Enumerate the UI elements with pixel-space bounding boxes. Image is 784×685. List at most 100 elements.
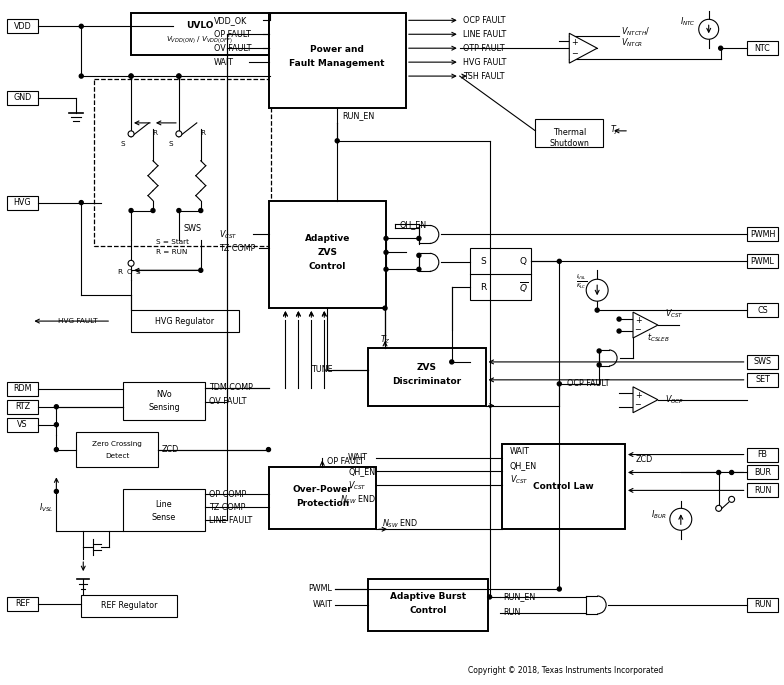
Circle shape: [384, 236, 388, 240]
Circle shape: [417, 267, 421, 271]
Bar: [123, 489, 205, 532]
Text: Protection: Protection: [296, 499, 349, 508]
Text: Sensing: Sensing: [148, 403, 180, 412]
Text: TZ COMP: TZ COMP: [209, 503, 245, 512]
Text: LINE FAULT: LINE FAULT: [209, 516, 252, 525]
Text: OP FAULT: OP FAULT: [214, 29, 251, 39]
Text: OCP FAULT: OCP FAULT: [463, 16, 505, 25]
Text: OP COMP: OP COMP: [209, 490, 246, 499]
Text: SWS: SWS: [183, 224, 201, 233]
Text: Discriminator: Discriminator: [392, 377, 462, 386]
Circle shape: [586, 279, 608, 301]
Text: RUN_EN: RUN_EN: [342, 112, 375, 121]
Text: $t_{CSLEB}$: $t_{CSLEB}$: [647, 332, 670, 345]
Text: OV FAULT: OV FAULT: [209, 397, 246, 406]
Circle shape: [557, 382, 561, 386]
Text: Detect: Detect: [105, 453, 129, 458]
Bar: [746, 373, 779, 387]
Circle shape: [128, 260, 134, 266]
Text: Sense: Sense: [152, 513, 176, 522]
Text: ZCD: ZCD: [636, 455, 653, 464]
Text: Control: Control: [409, 606, 447, 615]
Bar: [746, 41, 779, 55]
Text: WAIT: WAIT: [510, 447, 529, 456]
Bar: [268, 13, 406, 108]
Text: VDD_OK: VDD_OK: [214, 16, 247, 25]
Bar: [470, 249, 532, 300]
Text: PWML: PWML: [750, 257, 775, 266]
Bar: [746, 484, 779, 497]
Circle shape: [617, 317, 621, 321]
Text: $V_{VDD(ON)}$ / $V_{VDD(OFF)}$: $V_{VDD(ON)}$ / $V_{VDD(OFF)}$: [166, 34, 233, 45]
Text: S: S: [481, 257, 487, 266]
Text: S: S: [121, 141, 125, 147]
Circle shape: [54, 423, 58, 427]
Circle shape: [597, 349, 601, 353]
Circle shape: [728, 497, 735, 502]
Bar: [76, 432, 158, 467]
Text: OTP FAULT: OTP FAULT: [463, 44, 504, 53]
Circle shape: [730, 471, 734, 475]
Text: TDM COMP: TDM COMP: [209, 384, 252, 393]
Text: $V_{CST}$: $V_{CST}$: [510, 473, 528, 486]
Bar: [6, 91, 38, 105]
Bar: [6, 19, 38, 34]
Circle shape: [54, 405, 58, 409]
Bar: [746, 466, 779, 479]
Circle shape: [450, 360, 454, 364]
Circle shape: [128, 131, 134, 137]
Text: RUN: RUN: [503, 608, 521, 617]
Text: $V_{NTCR}$: $V_{NTCR}$: [621, 37, 644, 49]
Text: $T_Z$: $T_Z$: [379, 334, 390, 346]
Text: PWMH: PWMH: [750, 230, 775, 239]
Text: Shutdown: Shutdown: [550, 139, 590, 149]
Bar: [746, 254, 779, 269]
Text: RUN: RUN: [753, 486, 771, 495]
Text: Adaptive Burst: Adaptive Burst: [390, 593, 466, 601]
Text: $N_{SW}$ END: $N_{SW}$ END: [340, 493, 376, 506]
Text: PWML: PWML: [308, 584, 332, 593]
Circle shape: [199, 208, 203, 212]
Text: VS: VS: [17, 420, 27, 429]
Text: RTZ: RTZ: [15, 402, 30, 411]
Circle shape: [267, 447, 270, 451]
Circle shape: [716, 506, 721, 511]
Text: $I_{NTC}$: $I_{NTC}$: [680, 15, 695, 27]
Text: $I_{VSL}$: $I_{VSL}$: [39, 501, 54, 514]
Text: Power and: Power and: [310, 45, 364, 53]
Bar: [268, 467, 376, 530]
Text: $V_{NTCTH}/$: $V_{NTCTH}/$: [621, 25, 651, 38]
Text: VDD: VDD: [13, 22, 31, 31]
Text: S: S: [136, 269, 140, 275]
Circle shape: [417, 236, 421, 240]
Text: ZCD: ZCD: [162, 445, 180, 454]
Text: −: −: [634, 325, 641, 334]
Text: R = RUN: R = RUN: [156, 249, 187, 256]
Circle shape: [54, 489, 58, 493]
Text: R: R: [152, 130, 157, 136]
Text: CS: CS: [757, 306, 768, 314]
Bar: [746, 227, 779, 241]
Text: +: +: [635, 316, 641, 325]
Text: TUNE: TUNE: [310, 365, 332, 375]
Circle shape: [177, 74, 181, 78]
Text: OP FAULT: OP FAULT: [327, 457, 364, 466]
Text: TSH FAULT: TSH FAULT: [463, 72, 504, 81]
Bar: [6, 418, 38, 432]
Bar: [746, 598, 779, 612]
Circle shape: [129, 208, 133, 212]
Text: REF: REF: [15, 599, 30, 608]
Text: O: O: [126, 269, 132, 275]
Polygon shape: [633, 387, 658, 413]
Circle shape: [617, 329, 621, 333]
Text: NTC: NTC: [755, 44, 771, 53]
Text: Over-Power: Over-Power: [292, 485, 352, 494]
Circle shape: [54, 447, 58, 451]
Text: +: +: [571, 38, 578, 47]
Text: $V_{OCP}$: $V_{OCP}$: [665, 393, 684, 406]
Text: Control: Control: [309, 262, 346, 271]
Text: QH_EN: QH_EN: [400, 220, 427, 229]
Text: GND: GND: [13, 93, 31, 103]
Text: $\overline{Q}$: $\overline{Q}$: [519, 279, 528, 295]
Text: −: −: [571, 49, 578, 58]
